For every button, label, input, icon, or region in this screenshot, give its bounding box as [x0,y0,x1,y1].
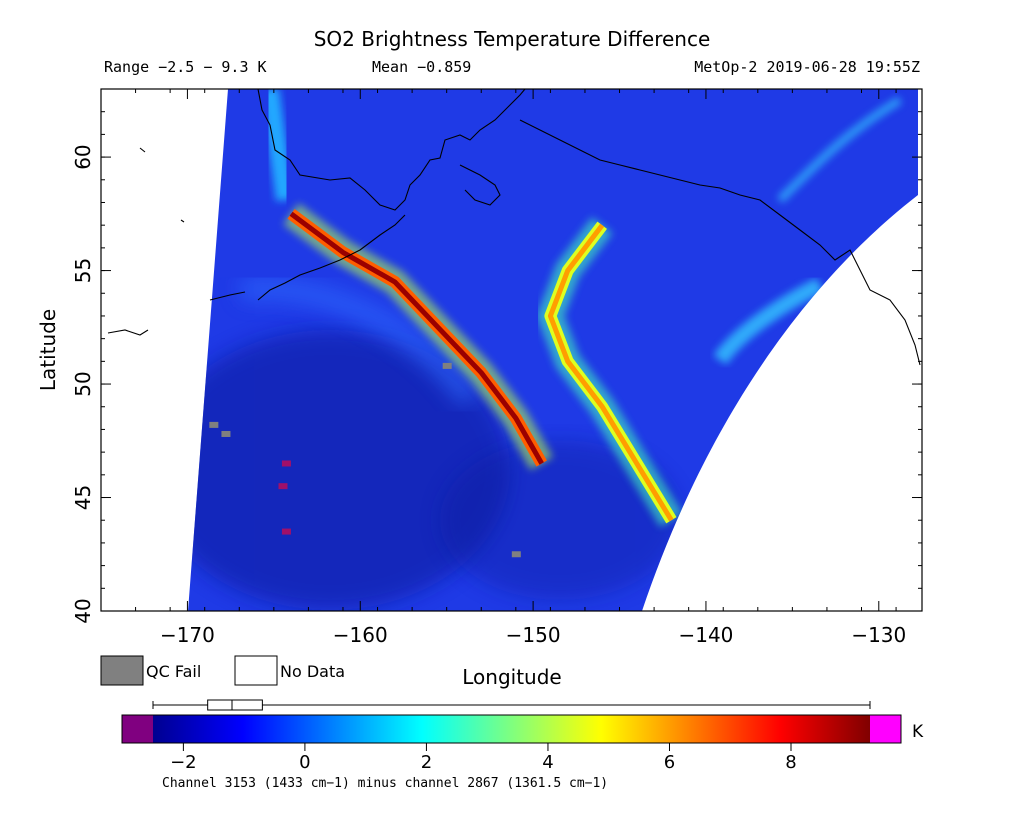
colorbar-over [870,715,901,743]
coastline [107,89,921,366]
colorbar-under [122,715,153,743]
qc-fail-pixel [511,551,521,558]
y-tick-label: 55 [71,258,95,283]
extreme-low-pixel [281,528,291,535]
range-label: Range −2.5 − 9.3 K [104,58,267,76]
qc-fail-swatch [100,655,144,686]
x-tick-label: −160 [333,623,388,647]
plot-frame [100,88,923,612]
colorbar-tick-label: 6 [664,752,675,773]
colorbar-tick-label: −2 [170,752,197,773]
y-axis-title: Latitude [36,309,60,391]
x-tick-label: −170 [160,623,215,647]
colorbar-tick-label: 8 [785,752,796,773]
qc-fail-pixel [442,362,452,369]
colorbar: K −2 0 2 4 6 8 [121,699,924,773]
colorbar-tick-label: 4 [542,752,553,773]
extreme-low-pixel [278,483,288,490]
qc-fail-pixel [209,421,219,428]
y-tick-label: 60 [71,144,95,169]
mean-label: Mean −0.859 [372,58,471,76]
colorbar-frame [121,714,902,744]
satellite-label: MetOp-2 2019-06-28 19:55Z [694,58,920,76]
x-axis-title: Longitude [462,665,561,689]
curved-arc-core [547,223,674,522]
x-tick-label: −150 [506,623,561,647]
y-tick-label: 50 [71,371,95,396]
y-tick-label: 45 [71,485,95,510]
distribution-box [207,699,263,711]
heatmap-field [107,89,921,611]
x-tick-label: −140 [678,623,733,647]
legend-no-data: No Data [234,655,345,686]
x-tick-label: −130 [851,623,906,647]
no-data-label: No Data [280,662,345,681]
no-data-swatch [234,655,278,686]
channel-note: Channel 3153 (1433 cm−1) minus channel 2… [162,776,608,791]
qc-fail-pixel [221,430,231,437]
colorbar-gradient [153,715,870,743]
colorbar-tick-label: 2 [421,752,432,773]
chart-title: SO2 Brightness Temperature Difference [314,27,711,51]
qc-fail-label: QC Fail [146,662,201,681]
volcanic-plume-core [289,211,544,465]
colorbar-unit: K [912,722,924,742]
legend-qc-fail: QC Fail [100,655,201,686]
extreme-low-pixel [281,460,291,467]
colorbar-tick-label: 0 [299,752,310,773]
y-tick-label: 40 [71,598,95,623]
